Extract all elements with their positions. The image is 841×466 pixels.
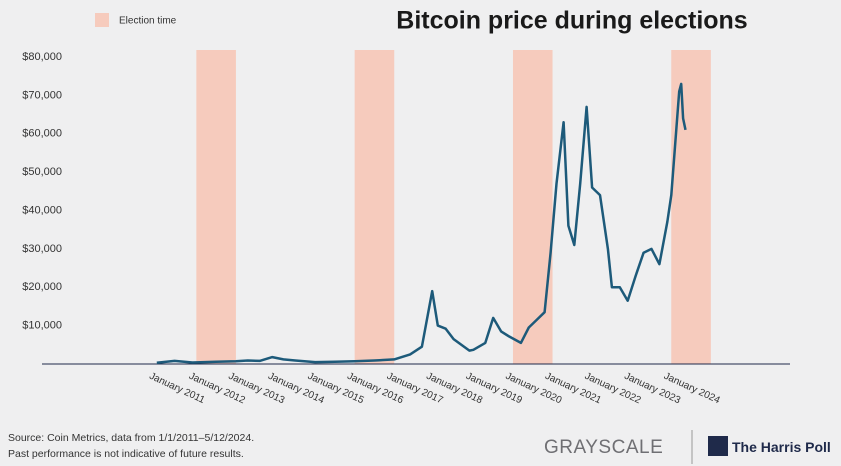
y-tick-label: $70,000 [22,89,62,101]
logo: The Harris Poll [732,439,831,455]
logo: GRAYSCALE [544,437,663,458]
y-tick-label: $50,000 [22,166,62,178]
y-tick-label: $40,000 [22,204,62,216]
logo-icon [708,436,728,456]
y-tick-label: $20,000 [22,281,62,293]
chart-title: Bitcoin price during elections [396,7,747,35]
election-band [354,50,395,364]
price-line [156,82,687,365]
y-tick-label: $80,000 [22,51,62,63]
note: Past performance is not indicative of fu… [8,448,244,460]
election-band [671,50,711,364]
source: Source: Coin Metrics, data from 1/1/2011… [8,432,254,444]
election-band [512,50,553,364]
y-tick-label: $10,000 [22,320,62,332]
legend-label: Election time [119,16,177,27]
y-tick-label: $30,000 [22,243,62,255]
y-tick-label: $60,000 [22,128,62,140]
legend-swatch [95,13,109,27]
election-band [196,50,236,364]
